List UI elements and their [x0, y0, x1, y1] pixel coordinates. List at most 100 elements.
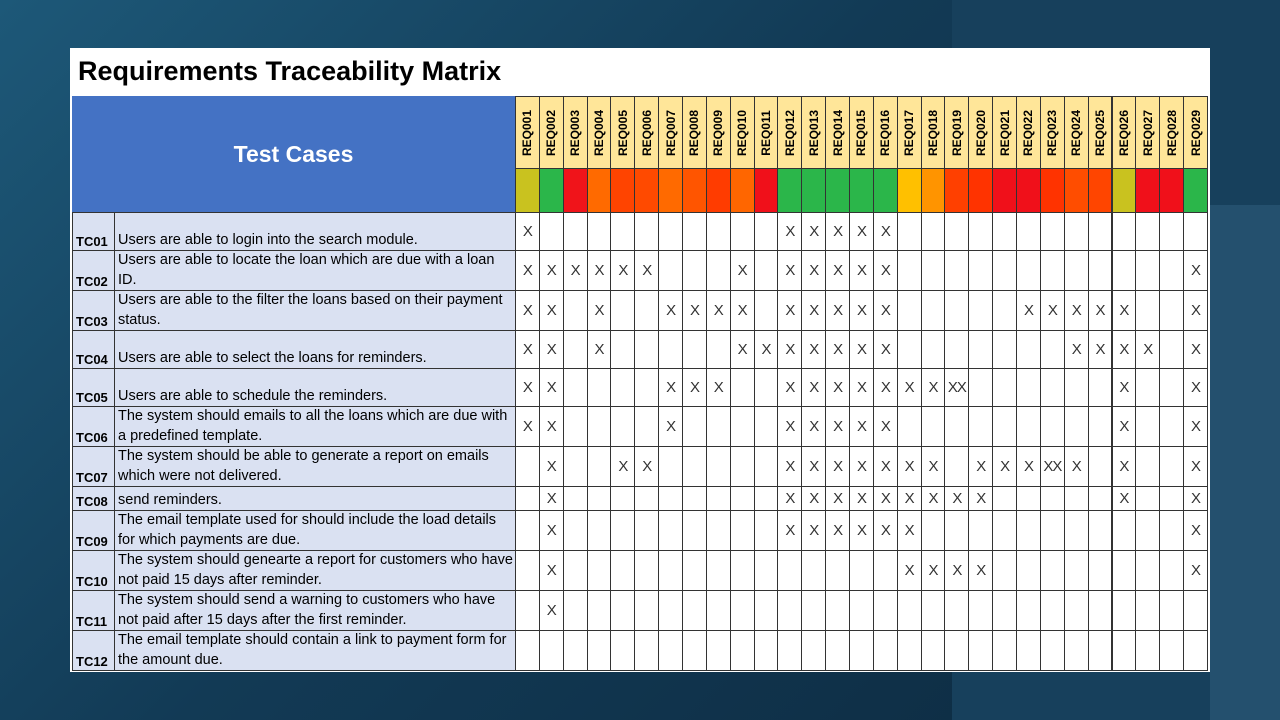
trace-cell [610, 330, 636, 369]
trace-cell [682, 486, 707, 511]
trace-cell: XX [944, 368, 970, 407]
trace-cell [992, 510, 1018, 551]
trace-cell [562, 550, 588, 591]
trace-cell [610, 590, 636, 631]
requirement-header: REQ011 [753, 96, 779, 168]
trace-cell [968, 250, 994, 291]
trace-cell [705, 486, 731, 511]
trace-cell [705, 406, 731, 447]
trace-cell [515, 590, 540, 631]
trace-cell [682, 250, 707, 291]
status-color [705, 168, 731, 213]
trace-cell: X [562, 250, 588, 291]
status-color [729, 168, 755, 213]
trace-cell [1159, 486, 1185, 511]
requirement-header: REQ025 [1087, 96, 1113, 168]
trace-cell [515, 486, 540, 511]
trace-cell: X [801, 368, 827, 407]
trace-cell [944, 630, 970, 671]
trace-cell: XX [1039, 446, 1065, 487]
trace-cell [1039, 212, 1065, 251]
requirement-id: REQ008 [687, 109, 702, 156]
test-case-id: TC11 [72, 590, 115, 631]
trace-cell [753, 406, 779, 447]
requirement-header: REQ015 [849, 96, 874, 168]
trace-cell: X [896, 550, 922, 591]
trace-cell [1111, 630, 1137, 671]
trace-cell [634, 368, 660, 407]
trace-cell [634, 290, 660, 331]
requirement-header: REQ009 [705, 96, 731, 168]
trace-cell: X [777, 330, 803, 369]
trace-cell [825, 590, 851, 631]
trace-cell [968, 330, 994, 369]
trace-cell: X [872, 486, 898, 511]
trace-cell: X [634, 250, 660, 291]
trace-cell [1159, 446, 1185, 487]
requirement-id: REQ010 [735, 109, 750, 156]
requirement-header: REQ022 [1016, 96, 1041, 168]
test-case-id: TC02 [72, 250, 115, 291]
requirement-id: REQ022 [1021, 109, 1036, 156]
trace-cell: X [753, 330, 779, 369]
trace-cell [1159, 630, 1185, 671]
trace-cell [1016, 630, 1041, 671]
trace-cell [896, 330, 922, 369]
test-case-id: TC07 [72, 446, 115, 487]
trace-cell [753, 486, 779, 511]
status-color [1135, 168, 1161, 213]
test-case-id: TC06 [72, 406, 115, 447]
status-color [1087, 168, 1113, 213]
trace-cell [753, 446, 779, 487]
trace-cell [705, 550, 731, 591]
trace-cell: X [777, 510, 803, 551]
trace-cell [920, 590, 946, 631]
status-color [896, 168, 922, 213]
trace-cell [1039, 630, 1065, 671]
trace-cell: X [872, 212, 898, 251]
trace-cell: X [992, 446, 1018, 487]
trace-cell [1063, 550, 1089, 591]
trace-cell [1039, 550, 1065, 591]
requirement-id: REQ016 [878, 109, 893, 156]
trace-cell [1039, 486, 1065, 511]
trace-cell [515, 630, 540, 671]
trace-cell [562, 486, 588, 511]
trace-cell: X [849, 290, 874, 331]
trace-cell [968, 290, 994, 331]
trace-cell [1135, 510, 1161, 551]
trace-cell [968, 510, 994, 551]
trace-cell [849, 550, 874, 591]
trace-cell [1039, 330, 1065, 369]
trace-cell [896, 212, 922, 251]
status-color [968, 168, 994, 213]
trace-cell: X [849, 510, 874, 551]
test-case-description: Users are able to the filter the loans b… [114, 290, 516, 331]
trace-cell [920, 290, 946, 331]
trace-cell: X [1111, 290, 1137, 331]
trace-cell: X [825, 368, 851, 407]
trace-cell [1087, 368, 1113, 407]
trace-cell [1159, 290, 1185, 331]
trace-cell [1016, 486, 1041, 511]
requirement-id: REQ011 [759, 109, 774, 156]
trace-cell [705, 630, 731, 671]
requirement-id: REQ019 [949, 109, 964, 156]
trace-cell [538, 630, 564, 671]
trace-cell: X [1183, 330, 1208, 369]
requirement-header: REQ012 [777, 96, 803, 168]
requirement-header: REQ002 [538, 96, 564, 168]
trace-cell [586, 590, 612, 631]
trace-cell [920, 212, 946, 251]
trace-cell [1111, 212, 1137, 251]
trace-cell [1135, 212, 1161, 251]
trace-cell: X [872, 510, 898, 551]
trace-cell [1063, 212, 1089, 251]
trace-cell: X [634, 446, 660, 487]
trace-cell [729, 486, 755, 511]
trace-cell [1087, 486, 1113, 511]
status-color [1063, 168, 1089, 213]
trace-cell: X [801, 212, 827, 251]
trace-cell [992, 590, 1018, 631]
trace-cell: X [586, 250, 612, 291]
